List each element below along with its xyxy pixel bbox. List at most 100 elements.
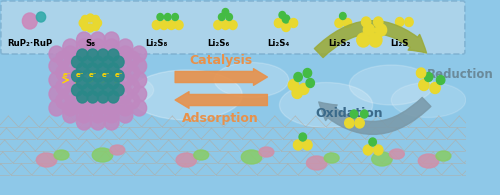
Ellipse shape <box>176 153 197 167</box>
Circle shape <box>76 86 92 102</box>
Circle shape <box>303 68 312 77</box>
Text: RuP₂·RuP: RuP₂·RuP <box>8 39 53 48</box>
Circle shape <box>430 82 440 93</box>
Circle shape <box>111 93 126 109</box>
Circle shape <box>90 86 106 102</box>
Circle shape <box>290 19 298 27</box>
Text: e⁻: e⁻ <box>102 72 110 78</box>
Circle shape <box>98 65 112 81</box>
Circle shape <box>118 72 133 88</box>
Circle shape <box>87 49 98 61</box>
Circle shape <box>172 13 178 20</box>
Circle shape <box>98 79 112 95</box>
Text: Li₂S₄: Li₂S₄ <box>268 39 289 48</box>
Circle shape <box>63 39 78 55</box>
Circle shape <box>416 68 426 78</box>
Circle shape <box>306 79 314 88</box>
Circle shape <box>22 13 38 29</box>
Circle shape <box>344 118 354 128</box>
Circle shape <box>82 23 89 31</box>
Circle shape <box>86 24 94 32</box>
Circle shape <box>355 118 364 128</box>
Circle shape <box>104 39 119 55</box>
Circle shape <box>118 58 133 74</box>
Circle shape <box>369 138 376 146</box>
Ellipse shape <box>54 150 69 160</box>
Circle shape <box>113 56 124 68</box>
Circle shape <box>125 93 140 109</box>
Circle shape <box>70 51 84 67</box>
Circle shape <box>299 133 306 141</box>
Ellipse shape <box>110 145 125 155</box>
Ellipse shape <box>92 148 112 162</box>
Circle shape <box>118 107 133 123</box>
Circle shape <box>104 100 119 116</box>
Circle shape <box>90 107 106 123</box>
Circle shape <box>279 12 285 19</box>
Circle shape <box>104 107 119 123</box>
Circle shape <box>90 39 106 55</box>
Circle shape <box>108 49 119 61</box>
Circle shape <box>374 17 383 27</box>
Circle shape <box>369 33 382 47</box>
Text: Li₂S₈: Li₂S₈ <box>145 39 167 48</box>
Circle shape <box>49 72 64 88</box>
Circle shape <box>49 58 64 74</box>
Circle shape <box>90 72 106 88</box>
Circle shape <box>335 19 344 27</box>
Circle shape <box>436 75 445 84</box>
Circle shape <box>76 77 88 89</box>
Text: Reduction: Reduction <box>426 68 494 82</box>
Circle shape <box>111 51 126 67</box>
Circle shape <box>87 63 98 75</box>
Circle shape <box>84 51 98 67</box>
Circle shape <box>362 17 371 27</box>
Circle shape <box>374 145 383 155</box>
Circle shape <box>84 79 98 95</box>
Circle shape <box>104 72 119 88</box>
Circle shape <box>424 73 432 82</box>
Circle shape <box>104 86 119 102</box>
Circle shape <box>405 18 413 27</box>
Circle shape <box>90 100 106 116</box>
Circle shape <box>108 63 119 75</box>
Circle shape <box>86 14 94 22</box>
Circle shape <box>63 86 78 102</box>
Circle shape <box>396 18 404 27</box>
Text: Li₂S: Li₂S <box>390 39 409 48</box>
Ellipse shape <box>88 75 154 105</box>
Ellipse shape <box>36 153 57 167</box>
Circle shape <box>72 70 83 82</box>
Text: Oxidation: Oxidation <box>316 107 383 120</box>
Circle shape <box>104 32 119 48</box>
Circle shape <box>98 91 108 103</box>
Circle shape <box>102 84 114 96</box>
FancyArrowPatch shape <box>175 92 268 108</box>
Circle shape <box>76 63 88 75</box>
Ellipse shape <box>390 149 404 159</box>
Circle shape <box>92 84 104 96</box>
Circle shape <box>125 51 140 67</box>
Circle shape <box>82 70 93 82</box>
Ellipse shape <box>242 150 262 164</box>
Circle shape <box>298 83 309 95</box>
Circle shape <box>226 13 232 20</box>
Circle shape <box>98 49 108 61</box>
Circle shape <box>36 12 46 22</box>
Circle shape <box>104 58 119 74</box>
Text: Li₂S₆: Li₂S₆ <box>207 39 229 48</box>
Circle shape <box>56 51 71 67</box>
Circle shape <box>111 65 126 81</box>
Ellipse shape <box>214 63 289 98</box>
Circle shape <box>94 19 102 27</box>
Circle shape <box>160 20 168 29</box>
Circle shape <box>84 65 98 81</box>
Ellipse shape <box>306 156 327 170</box>
Circle shape <box>292 88 302 98</box>
Ellipse shape <box>259 147 274 157</box>
Circle shape <box>282 22 290 32</box>
Circle shape <box>56 65 71 81</box>
Circle shape <box>164 13 171 20</box>
Circle shape <box>108 77 119 89</box>
Text: S₈: S₈ <box>86 39 96 48</box>
